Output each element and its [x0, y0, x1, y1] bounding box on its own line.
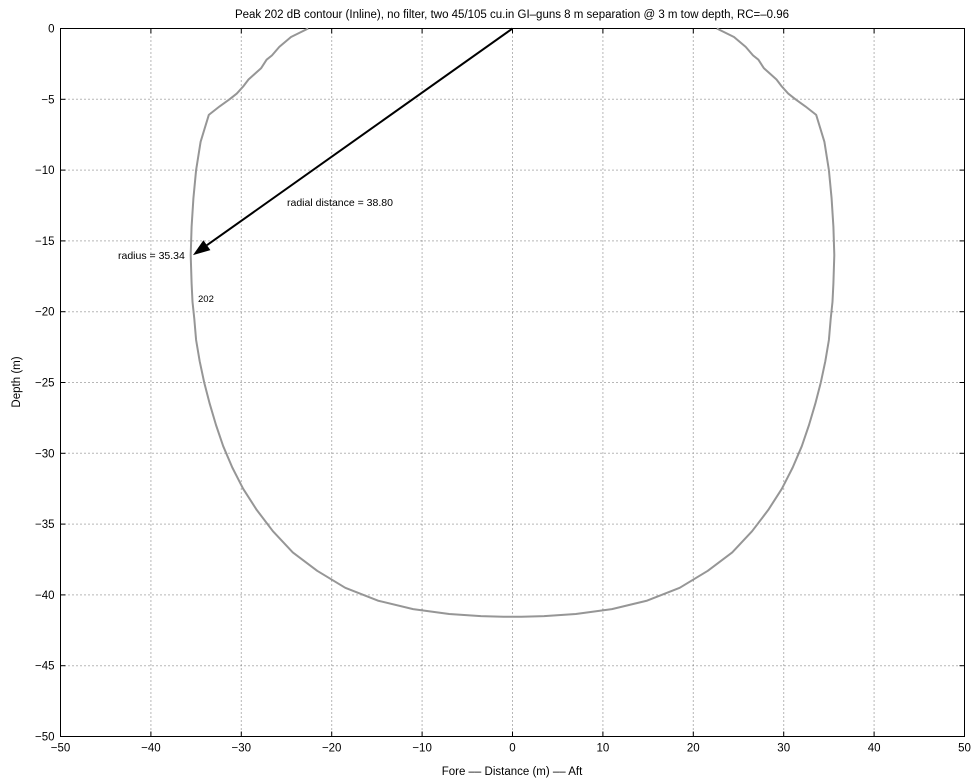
- radial-arrow-shaft: [206, 27, 514, 247]
- x-tick-label: 0: [509, 743, 515, 755]
- x-tick-label: −50: [51, 743, 71, 755]
- x-tick-label: 40: [868, 743, 881, 755]
- radial-arrow-head: [193, 240, 211, 256]
- grid: [60, 28, 965, 737]
- x-tick-label: 50: [958, 743, 971, 755]
- ticks: [60, 28, 965, 737]
- x-tick-label: −40: [141, 743, 161, 755]
- x-tick-label: −20: [322, 743, 342, 755]
- x-axis-title: Fore –– Distance (m) –– Aft: [442, 766, 583, 778]
- radius-label: radius = 35.34: [118, 250, 185, 262]
- x-tick-label: −10: [412, 743, 432, 755]
- y-tick-label: −20: [35, 307, 55, 319]
- x-tick-labels: −50 −40 −30 −20 −10 0 10 20 30 40 50: [51, 743, 971, 755]
- y-tick-labels: 0 −5 −10 −15 −20 −25 −30 −35 −40 −45 −50: [35, 24, 55, 744]
- contour-line-202db: [189, 27, 836, 618]
- y-tick-label: −40: [35, 590, 55, 602]
- y-tick-label: −30: [35, 448, 55, 460]
- chart-title: Peak 202 dB contour (Inline), no filter,…: [235, 9, 789, 21]
- y-tick-label: −15: [35, 236, 55, 248]
- y-tick-label: −50: [35, 732, 55, 744]
- contour-level-label: 202: [198, 294, 214, 305]
- x-tick-label: 10: [597, 743, 610, 755]
- x-tick-label: 30: [777, 743, 790, 755]
- y-tick-label: −35: [35, 519, 55, 531]
- y-tick-label: −25: [35, 378, 55, 390]
- y-tick-label: −5: [41, 94, 54, 106]
- radial-distance-label: radial distance = 38.80: [287, 197, 393, 209]
- y-tick-label: −45: [35, 661, 55, 673]
- y-axis-title: Depth (m): [11, 356, 23, 407]
- x-tick-label: 20: [687, 743, 700, 755]
- y-tick-label: −10: [35, 165, 55, 177]
- y-tick-label: 0: [48, 24, 54, 36]
- x-tick-label: −30: [232, 743, 252, 755]
